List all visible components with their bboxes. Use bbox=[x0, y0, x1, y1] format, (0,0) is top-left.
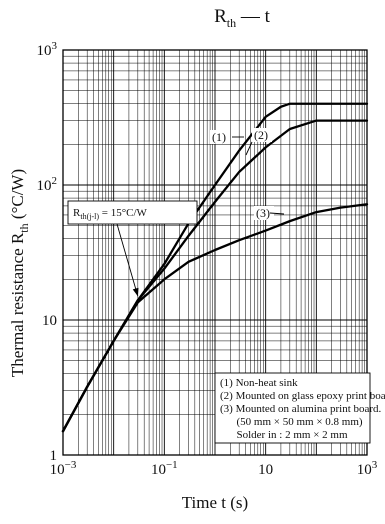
series-leader-2 bbox=[245, 141, 253, 156]
y-tick-label: 1 bbox=[50, 448, 58, 464]
series-label-bg-3 bbox=[254, 206, 274, 220]
annotation-arrow bbox=[116, 223, 139, 297]
legend-line-5: Solder in : 2 mm × 2 mm bbox=[220, 429, 348, 441]
y-tick-label: 103 bbox=[37, 40, 58, 59]
annotation: Rth(j-l) = 15°C/W bbox=[67, 200, 198, 297]
series-leader-3 bbox=[269, 212, 285, 215]
legend-line-4: (50 mm × 50 mm × 0.8 mm) bbox=[220, 416, 363, 428]
annotation-box bbox=[67, 200, 198, 225]
plot-border bbox=[62, 49, 368, 456]
x-tick-label: 10 bbox=[258, 462, 273, 478]
annotation-label: Rth(j-l) = 15°C/W bbox=[73, 207, 148, 221]
series-label-3: (3) bbox=[256, 206, 270, 220]
y-tick-label: 102 bbox=[37, 175, 58, 194]
y-tick-label: 10 bbox=[42, 313, 57, 329]
legend-line-2: (2) Mounted on glass epoxy print board. bbox=[220, 390, 385, 402]
x-axis-title: Time t (s) bbox=[182, 493, 248, 512]
plot-frame bbox=[62, 49, 368, 456]
chart-title: Rth — t bbox=[214, 6, 271, 30]
series-label-1: (1) bbox=[212, 130, 226, 144]
legend-line-1: (1) Non-heat sink bbox=[220, 377, 298, 389]
series-line-3 bbox=[61, 203, 369, 433]
x-tick-label: 10−3 bbox=[50, 459, 77, 478]
y-axis-title: Thermal resistance Rth (°C/W) bbox=[8, 169, 31, 377]
x-tick-label: 10−1 bbox=[151, 459, 178, 478]
legend-line-3: (3) Mounted on alumina print board. bbox=[220, 403, 382, 415]
legend: (1) Non-heat sink (2) Mounted on glass e… bbox=[214, 372, 385, 444]
annotation-arrowhead bbox=[132, 287, 139, 297]
series-layer: (1) (2) (3) bbox=[61, 102, 369, 433]
series-label-bg-1 bbox=[210, 130, 230, 144]
legend-box bbox=[214, 372, 371, 444]
series-label-bg-2 bbox=[252, 128, 272, 142]
series-label-2: (2) bbox=[254, 128, 268, 142]
tick-labels: 10−3 10−1 10 103 1 10 102 103 bbox=[37, 40, 378, 478]
x-tick-label: 103 bbox=[357, 459, 378, 478]
